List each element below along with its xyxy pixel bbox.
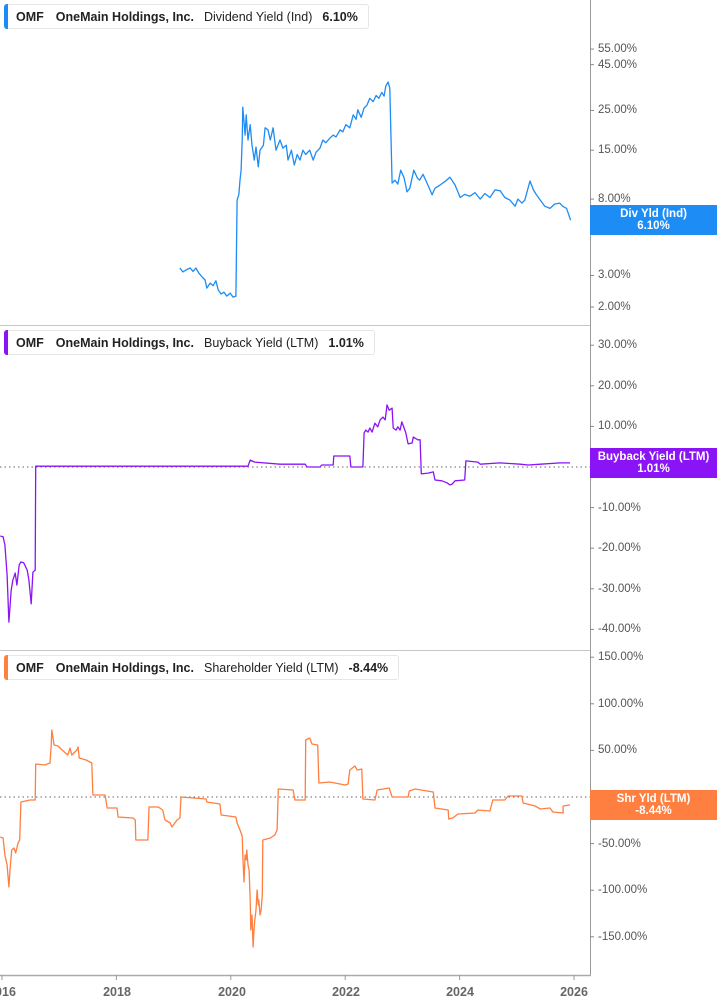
value-box-label: Shr Yld (LTM) [616,792,691,805]
value-box-label: Div Yld (Ind) [620,207,687,220]
y-axis-tick-label: 3.00% [598,269,631,282]
y-axis-tick-label: 30.00% [598,339,638,352]
legend-value: 6.10% [322,9,358,24]
series-color-swatch [4,655,8,680]
legend-ticker: OMF [16,335,44,350]
y-axis-tick-label: 2.00% [598,301,631,313]
y-axis-tick-label: -50.00% [598,837,641,850]
value-box-label: Buyback Yield (LTM) [597,450,710,463]
legend-dividend-yield[interactable]: OMF OneMain Holdings, Inc. Dividend Yiel… [4,4,369,29]
legend-ticker: OMF [16,9,44,24]
y-axis-tick-label: 8.00% [598,193,631,206]
legend-metric: Dividend Yield (Ind) [203,9,313,24]
y-axis-tick-label: 20.00% [598,379,638,392]
x-axis-label: 2016 [0,985,16,999]
value-box-value: 6.10% [637,220,670,232]
y-axis-tick-label: -40.00% [598,623,641,636]
legend-metric: Shareholder Yield (LTM) [203,660,339,675]
y-axis-tick-label: 10.00% [598,420,638,433]
buyback-yield-value-box: Buyback Yield (LTM) 1.01% [590,448,717,478]
x-axis-label: 2024 [446,985,474,999]
y-axis-tick-label: 15.00% [598,144,638,157]
buyback-yield-line [0,404,570,623]
x-axis-label: 2018 [103,985,131,999]
y-axis-tick-label: 25.00% [598,104,638,117]
y-axis-tick-label: 45.00% [598,58,638,71]
legend-shareholder-yield[interactable]: OMF OneMain Holdings, Inc. Shareholder Y… [4,655,400,680]
y-axis-tick-label: 50.00% [598,744,638,757]
legend-company: OneMain Holdings, Inc. [55,660,194,675]
axes-layer [0,0,591,977]
shareholder-yield-line [0,729,571,948]
x-axis-label: 2020 [218,985,246,999]
legend-company: OneMain Holdings, Inc. [55,9,194,24]
x-axis-label: 2026 [560,985,588,999]
x-axis-label: 2022 [332,985,360,999]
legend-value: 1.01% [328,335,364,350]
dividend-yield-value-box: Div Yld (Ind) 6.10% [590,205,717,235]
legend-company: OneMain Holdings, Inc. [55,335,194,350]
y-axis-tick-label: 150.00% [598,651,644,664]
tick-marks [1,48,594,980]
series-color-swatch [4,330,8,355]
y-axis-tick-label: -10.00% [598,501,641,514]
y-axis-tick-label: -150.00% [598,930,648,943]
dividend-yield-line [179,81,572,298]
y-axis-tick-label: -30.00% [598,582,641,595]
shareholder-yield-value-box: Shr Yld (LTM) -8.44% [590,790,717,820]
value-box-value: -8.44% [635,805,672,817]
value-box-value: 1.01% [637,463,670,475]
y-axis-tick-label: -20.00% [598,542,641,555]
legend-metric: Buyback Yield (LTM) [203,335,319,350]
y-axis-tick-label: -100.00% [598,884,648,897]
legend-ticker: OMF [16,660,44,675]
y-axis-tick-label: 100.00% [598,697,644,710]
legend-value: -8.44% [348,660,389,675]
legend-buyback-yield[interactable]: OMF OneMain Holdings, Inc. Buyback Yield… [4,330,375,355]
series-color-swatch [4,4,8,29]
y-axis-tick-label: 55.00% [598,43,638,56]
